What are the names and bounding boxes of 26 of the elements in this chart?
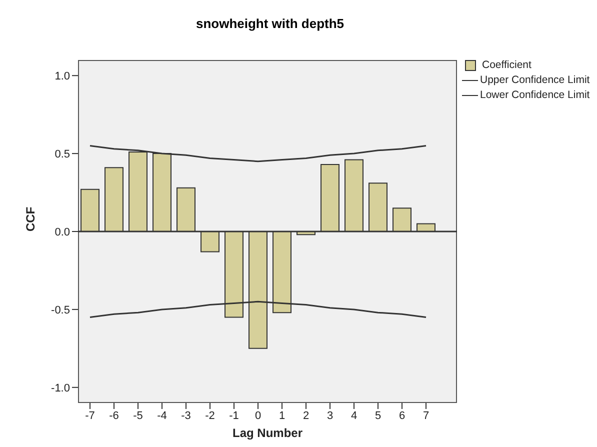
legend-label: Lower Confidence Limit xyxy=(480,88,590,103)
legend-label: Coefficient xyxy=(482,58,532,73)
y-tick-label: -0.5 xyxy=(51,304,70,316)
x-tick-label: 4 xyxy=(350,410,358,422)
y-tick-label: 0.5 xyxy=(54,148,70,160)
x-tick-label: 3 xyxy=(326,410,334,422)
x-axis-title: Lag Number xyxy=(232,426,303,440)
x-tick-label: 2 xyxy=(302,410,310,422)
x-tick-label: -4 xyxy=(157,410,167,422)
x-tick-label: 6 xyxy=(398,410,406,422)
x-tick-label: 0 xyxy=(254,410,262,422)
x-tick-label: -1 xyxy=(229,410,239,422)
x-tick-label: -5 xyxy=(133,410,143,422)
y-axis-title: CCF xyxy=(23,206,38,232)
y-tick-label: 1.0 xyxy=(54,70,70,82)
x-tick-label: 1 xyxy=(278,410,286,422)
x-tick-label: -6 xyxy=(109,410,119,422)
x-tick-label: -2 xyxy=(205,410,215,422)
x-tick-label: -7 xyxy=(85,410,95,422)
x-tick-label: -3 xyxy=(181,410,191,422)
x-tick-label: 5 xyxy=(374,410,382,422)
y-tick-label: -1.0 xyxy=(51,382,70,394)
chart-title: snowheight with depth5 xyxy=(194,16,346,31)
y-tick-label: 0.0 xyxy=(54,226,70,238)
legend-label: Upper Confidence Limit xyxy=(480,73,590,88)
x-tick-label: 7 xyxy=(422,410,430,422)
